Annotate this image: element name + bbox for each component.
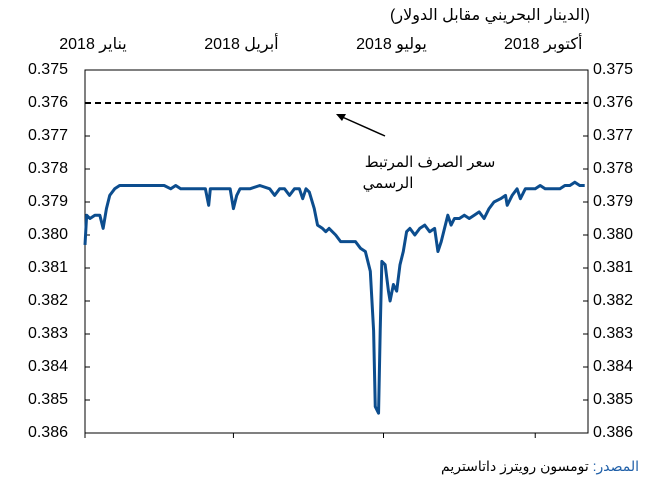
annotation: سعر الصرف المرتبط xyxy=(365,154,496,171)
y2-tick-label: 0.382 xyxy=(593,292,633,309)
y2-tick-label: 0.379 xyxy=(593,193,633,210)
y-tick-label: 0.385 xyxy=(28,391,68,408)
y-tick-label: 0.375 xyxy=(28,61,68,78)
y2-tick-label: 0.377 xyxy=(593,127,633,144)
annotation-arrow xyxy=(339,115,386,137)
x-tick-label: أكتوبر 2018 xyxy=(504,33,582,54)
y-tick-label: 0.376 xyxy=(28,94,68,111)
data-line xyxy=(83,180,585,415)
y2-tick-label: 0.381 xyxy=(593,259,633,276)
x-tick-label: أبريل 2018 xyxy=(204,33,278,54)
source: المصدر: تومسون رويترز داتاستريم xyxy=(441,458,639,475)
y-tick-label: 0.378 xyxy=(28,160,68,177)
y2-tick-label: 0.376 xyxy=(593,94,633,111)
arrow-head xyxy=(336,114,346,121)
y-tick-label: 0.386 xyxy=(28,424,68,441)
source-text: تومسون رويترز داتاستريم xyxy=(441,458,593,475)
y-tick-label: 0.380 xyxy=(28,226,68,243)
y2-tick-label: 0.378 xyxy=(593,160,633,177)
y-tick-label: 0.383 xyxy=(28,325,68,342)
y2-tick-label: 0.380 xyxy=(593,226,633,243)
x-tick-label: يوليو 2018 xyxy=(356,36,427,54)
y2-tick-label: 0.385 xyxy=(593,391,633,408)
y2-tick-label: 0.375 xyxy=(593,61,633,78)
y-tick-label: 0.382 xyxy=(28,292,68,309)
x-tick-label: يناير 2018 xyxy=(59,36,126,54)
y-tick-label: 0.379 xyxy=(28,193,68,210)
y2-tick-label: 0.384 xyxy=(593,358,633,375)
y-tick-label: 0.381 xyxy=(28,259,68,276)
y-tick-label: 0.384 xyxy=(28,358,68,375)
source-label: المصدر: xyxy=(593,458,639,475)
annotation: الرسمي xyxy=(363,175,414,193)
y2-tick-label: 0.383 xyxy=(593,325,633,342)
chart-title: (الدينار البحريني مقابل الدولار) xyxy=(390,7,590,25)
plot-frame xyxy=(84,69,589,434)
y-tick-label: 0.377 xyxy=(28,127,68,144)
y2-tick-label: 0.386 xyxy=(593,424,633,441)
